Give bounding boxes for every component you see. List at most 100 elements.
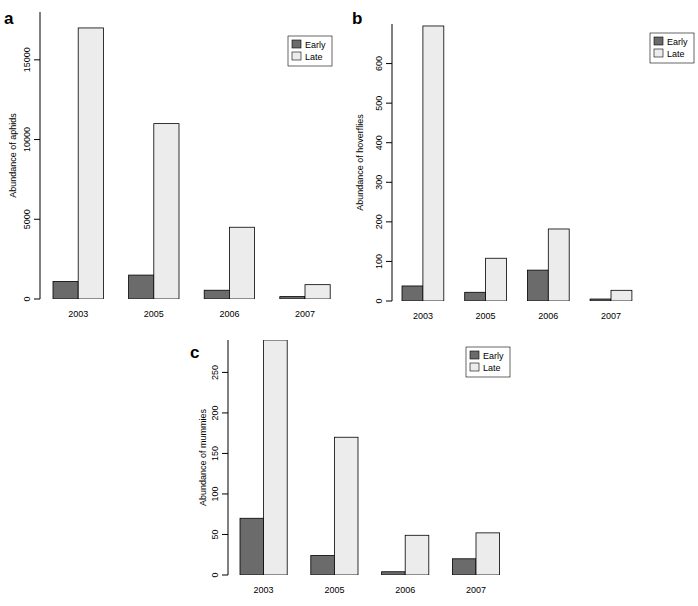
panel: cAbundance of mummies0501001502002502003… bbox=[190, 340, 510, 595]
y-tick bbox=[222, 534, 228, 535]
x-tick-label: 2007 bbox=[295, 309, 315, 319]
legend-swatch bbox=[470, 363, 479, 371]
bars bbox=[402, 26, 632, 301]
bar bbox=[129, 275, 154, 299]
x-tick-label: 2003 bbox=[413, 311, 433, 321]
y-tick-label: 250 bbox=[210, 365, 220, 380]
legend-swatch bbox=[654, 49, 663, 57]
x-tick-label: 2006 bbox=[219, 309, 239, 319]
legend-swatch bbox=[292, 40, 301, 48]
y-tick bbox=[222, 575, 228, 576]
y-tick-label: 50 bbox=[210, 529, 220, 539]
x-tick-label: 2003 bbox=[68, 309, 88, 319]
y-tick bbox=[386, 182, 392, 183]
y-tick-label: 500 bbox=[374, 96, 384, 111]
bar bbox=[229, 227, 254, 299]
y-tick-label: 400 bbox=[374, 135, 384, 150]
bar bbox=[78, 28, 103, 299]
y-tick-label: 0 bbox=[374, 298, 384, 303]
y-tick-label: 0 bbox=[210, 572, 220, 577]
bar bbox=[590, 299, 611, 301]
y-tick bbox=[386, 301, 392, 302]
legend-swatch bbox=[654, 37, 663, 45]
legend-box bbox=[650, 33, 694, 63]
bar bbox=[53, 281, 78, 299]
y-tick-label: 100 bbox=[374, 254, 384, 269]
legend: Early Late bbox=[288, 36, 332, 66]
y-tick-label: 600 bbox=[374, 56, 384, 71]
x-tick-label: 2005 bbox=[476, 311, 496, 321]
y-tick-label: 5000 bbox=[22, 209, 32, 229]
y-tick bbox=[386, 63, 392, 64]
x-tick-label: 2003 bbox=[254, 585, 274, 595]
y-tick bbox=[222, 412, 228, 413]
panel-letter: c bbox=[190, 343, 199, 362]
bar bbox=[611, 290, 632, 301]
bar bbox=[486, 258, 507, 301]
bar bbox=[334, 437, 358, 575]
bar bbox=[280, 297, 305, 299]
x-tick-label: 2006 bbox=[538, 311, 558, 321]
y-tick-label: 300 bbox=[374, 175, 384, 190]
y-tick-label: 200 bbox=[210, 405, 220, 420]
y-tick-label: 200 bbox=[374, 214, 384, 229]
x-tick-label: 2005 bbox=[144, 309, 164, 319]
bar bbox=[423, 26, 444, 301]
y-tick bbox=[222, 493, 228, 494]
bar bbox=[240, 518, 264, 575]
legend-label: Late bbox=[667, 49, 685, 59]
legend: Early Late bbox=[650, 33, 694, 63]
bar bbox=[305, 285, 330, 299]
legend-box bbox=[466, 347, 510, 377]
y-tick-label: 100 bbox=[210, 486, 220, 501]
bar bbox=[311, 556, 335, 575]
legend-label: Early bbox=[305, 40, 326, 50]
bar bbox=[452, 559, 476, 575]
bar bbox=[264, 340, 288, 575]
bar bbox=[548, 229, 569, 301]
y-tick-label: 15000 bbox=[22, 47, 32, 72]
bar bbox=[527, 270, 548, 301]
bar bbox=[382, 572, 406, 575]
y-axis-line bbox=[228, 340, 229, 575]
panel: aAbundance of aphids05000100001500020032… bbox=[4, 9, 332, 319]
y-tick bbox=[34, 59, 40, 60]
y-tick bbox=[34, 139, 40, 140]
legend-label: Late bbox=[305, 52, 323, 62]
legend: Early Late bbox=[466, 347, 510, 377]
y-axis-label: Abundance of hoverflies bbox=[355, 114, 365, 211]
bar bbox=[154, 124, 179, 299]
x-tick-label: 2007 bbox=[466, 585, 486, 595]
y-tick bbox=[386, 261, 392, 262]
y-axis-line bbox=[40, 12, 41, 299]
y-tick bbox=[386, 142, 392, 143]
legend-swatch bbox=[470, 351, 479, 359]
figure: aAbundance of aphids05000100001500020032… bbox=[0, 0, 698, 606]
bar bbox=[465, 292, 486, 301]
panel-letter: a bbox=[4, 9, 14, 28]
y-tick bbox=[34, 299, 40, 300]
legend-swatch bbox=[292, 52, 301, 60]
legend-label: Early bbox=[667, 37, 688, 47]
x-tick-label: 2005 bbox=[324, 585, 344, 595]
y-tick bbox=[386, 221, 392, 222]
y-tick bbox=[34, 219, 40, 220]
x-tick-label: 2007 bbox=[601, 311, 621, 321]
y-tick-label: 0 bbox=[22, 296, 32, 301]
panel: b Abundance of hoverflies 0 100 200 300 400 500… bbox=[352, 9, 694, 321]
bar bbox=[405, 535, 429, 575]
y-axis-label: Abundance of mummies bbox=[198, 408, 208, 506]
y-tick bbox=[222, 372, 228, 373]
legend-box bbox=[288, 36, 332, 66]
legend-label: Early bbox=[483, 351, 504, 361]
y-axis-line bbox=[392, 24, 393, 301]
bars bbox=[53, 28, 330, 299]
y-tick-label: 10000 bbox=[22, 127, 32, 152]
x-tick-label: 2006 bbox=[395, 585, 415, 595]
bar bbox=[204, 290, 229, 299]
panel-letter: b bbox=[352, 9, 362, 28]
bars bbox=[240, 340, 500, 575]
y-tick bbox=[386, 103, 392, 104]
legend-label: Late bbox=[483, 363, 501, 373]
bar bbox=[476, 533, 500, 575]
